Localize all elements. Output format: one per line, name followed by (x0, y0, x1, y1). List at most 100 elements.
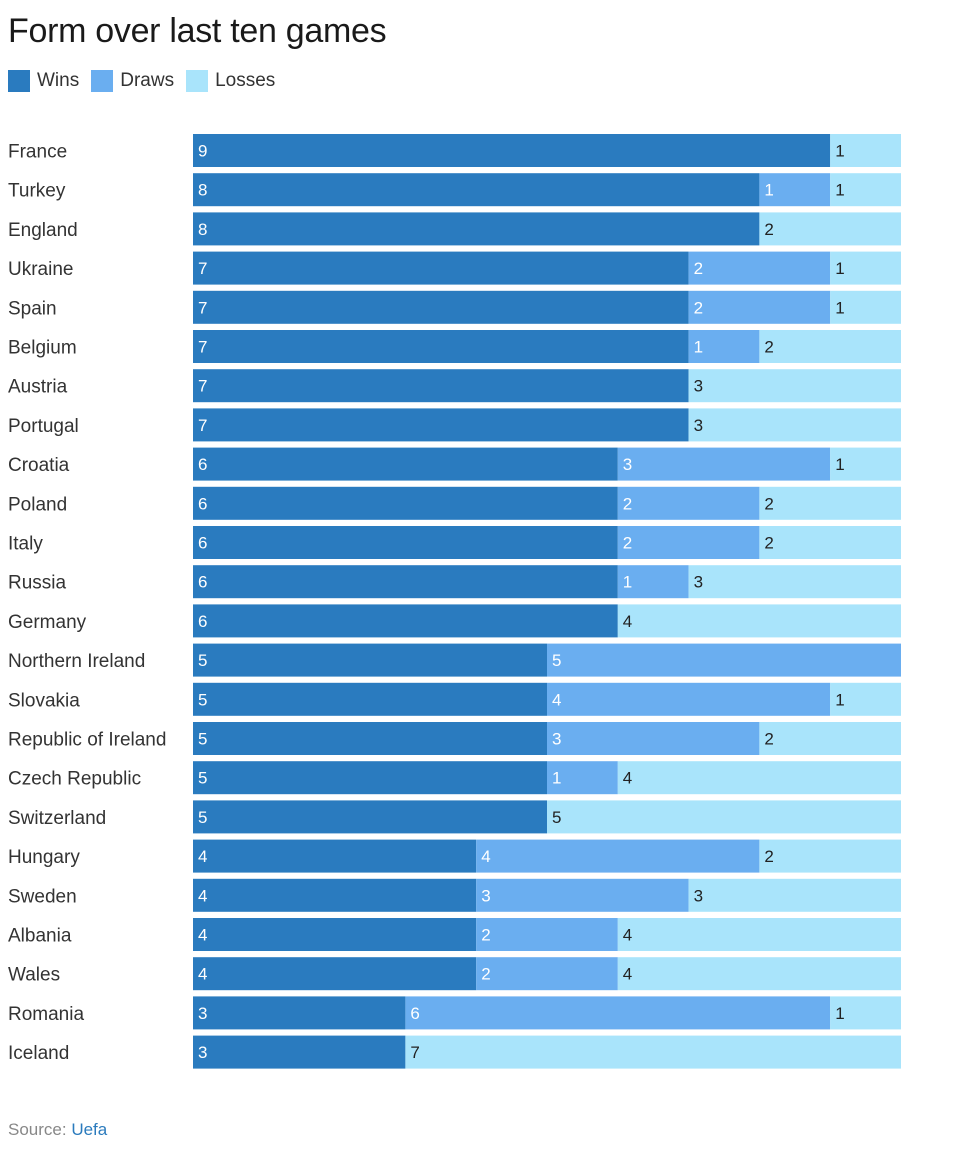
bar-losses-italy (759, 526, 901, 559)
bar-draws-northern-ireland (547, 643, 901, 677)
bar-draws-belgium (688, 330, 760, 363)
data-label-draws-ukraine: 2 (694, 259, 703, 278)
data-label-draws-russia: 1 (623, 573, 632, 592)
data-label-wins-ukraine: 7 (198, 259, 207, 278)
data-label-losses-france: 1 (835, 142, 844, 161)
bar-wins-germany (193, 604, 618, 638)
category-label-spain: Spain (8, 298, 57, 319)
stacked-bar-chart: France 9 1 Turkey 8 1 1 England 8 2 Ukraine 7 2 1 Spai… (8, 134, 901, 1069)
bar-wins-turkey (193, 173, 760, 207)
category-label-italy: Italy (8, 534, 43, 555)
data-label-wins-slovakia: 5 (198, 690, 207, 709)
bar-wins-iceland (193, 1035, 406, 1069)
data-label-wins-portugal: 7 (198, 416, 207, 435)
source-prefix: Source: (8, 1120, 67, 1139)
data-label-draws-albania: 2 (481, 926, 490, 945)
data-label-draws-sweden: 3 (481, 886, 490, 905)
category-label-iceland: Iceland (8, 1043, 69, 1064)
bar-draws-wales (476, 957, 618, 991)
bar-draws-romania (405, 996, 831, 1030)
bar-wins-romania (193, 996, 406, 1030)
data-label-losses-albania: 4 (623, 926, 632, 945)
bar-losses-russia (688, 565, 901, 599)
bar-wins-spain (193, 290, 689, 324)
category-label-ukraine: Ukraine (8, 259, 73, 280)
data-label-wins-germany: 6 (198, 612, 207, 631)
data-label-losses-czech-republic: 4 (623, 769, 632, 788)
bar-draws-croatia (617, 447, 831, 481)
bar-losses-france (830, 134, 901, 167)
data-label-wins-spain: 7 (198, 298, 207, 317)
category-label-wales: Wales (8, 965, 60, 986)
bar-losses-germany (617, 604, 901, 638)
data-label-draws-northern-ireland: 5 (552, 651, 561, 670)
bar-wins-austria (193, 369, 689, 403)
data-label-wins-hungary: 4 (198, 847, 207, 866)
source-link[interactable]: Uefa (71, 1120, 108, 1139)
bar-wins-italy (193, 526, 618, 559)
data-label-losses-wales: 4 (623, 965, 632, 984)
data-label-wins-belgium: 7 (198, 338, 207, 357)
data-label-losses-portugal: 3 (694, 416, 703, 435)
category-label-czech-republic: Czech Republic (8, 769, 141, 790)
data-label-losses-italy: 2 (764, 534, 773, 553)
category-label-switzerland: Switzerland (8, 808, 106, 829)
legend-swatch-losses (186, 70, 209, 92)
bar-wins-ukraine (193, 251, 689, 285)
bar-losses-england (759, 212, 901, 246)
category-label-austria: Austria (8, 377, 68, 398)
category-label-poland: Poland (8, 494, 67, 515)
bar-losses-hungary (759, 839, 901, 873)
data-label-losses-austria: 3 (694, 377, 703, 396)
legend-swatch-wins (8, 70, 30, 92)
bar-losses-turkey (830, 173, 901, 207)
bar-draws-italy (617, 526, 760, 559)
data-label-draws-poland: 2 (623, 494, 632, 513)
chart-title: Form over last ten games (8, 12, 387, 50)
bar-draws-sweden (476, 878, 689, 912)
bar-losses-switzerland (547, 800, 901, 834)
data-label-wins-wales: 4 (198, 965, 207, 984)
data-label-wins-romania: 3 (198, 1004, 207, 1023)
data-label-wins-northern-ireland: 5 (198, 651, 207, 670)
data-label-losses-switzerland: 5 (552, 808, 561, 827)
bar-draws-republic-of-ireland (547, 722, 760, 755)
data-label-draws-czech-republic: 1 (552, 769, 561, 788)
data-label-losses-romania: 1 (835, 1004, 844, 1023)
data-label-draws-slovakia: 4 (552, 690, 561, 709)
data-label-draws-italy: 2 (623, 534, 632, 553)
data-label-draws-belgium: 1 (694, 338, 703, 357)
legend-swatch-draws (91, 70, 114, 92)
category-label-republic-of-ireland: Republic of Ireland (8, 730, 166, 751)
bar-draws-hungary (476, 839, 760, 873)
bar-draws-czech-republic (547, 761, 618, 795)
bar-wins-portugal (193, 408, 689, 442)
data-label-losses-croatia: 1 (835, 455, 844, 474)
bar-wins-sweden (193, 878, 477, 912)
data-label-draws-romania: 6 (410, 1004, 419, 1023)
bar-wins-poland (193, 486, 618, 520)
bar-losses-albania (617, 918, 901, 951)
bar-wins-hungary (193, 839, 477, 873)
bar-wins-england (193, 212, 760, 246)
data-label-losses-belgium: 2 (764, 338, 773, 357)
bar-losses-romania (830, 996, 901, 1030)
category-label-croatia: Croatia (8, 455, 70, 476)
bar-wins-albania (193, 918, 477, 951)
bar-losses-wales (617, 957, 901, 991)
bar-draws-ukraine (688, 251, 831, 285)
data-label-draws-hungary: 4 (481, 847, 490, 866)
bar-wins-slovakia (193, 682, 547, 716)
data-label-draws-turkey: 1 (764, 181, 773, 200)
data-label-wins-russia: 6 (198, 573, 207, 592)
category-label-romania: Romania (8, 1004, 84, 1025)
bar-wins-republic-of-ireland (193, 722, 547, 755)
data-label-losses-germany: 4 (623, 612, 632, 631)
category-label-germany: Germany (8, 612, 87, 633)
bar-losses-iceland (405, 1035, 901, 1069)
category-label-russia: Russia (8, 573, 67, 594)
legend-item-wins: Wins (8, 70, 79, 92)
bar-losses-czech-republic (617, 761, 901, 795)
bar-wins-czech-republic (193, 761, 547, 795)
data-label-draws-spain: 2 (694, 298, 703, 317)
